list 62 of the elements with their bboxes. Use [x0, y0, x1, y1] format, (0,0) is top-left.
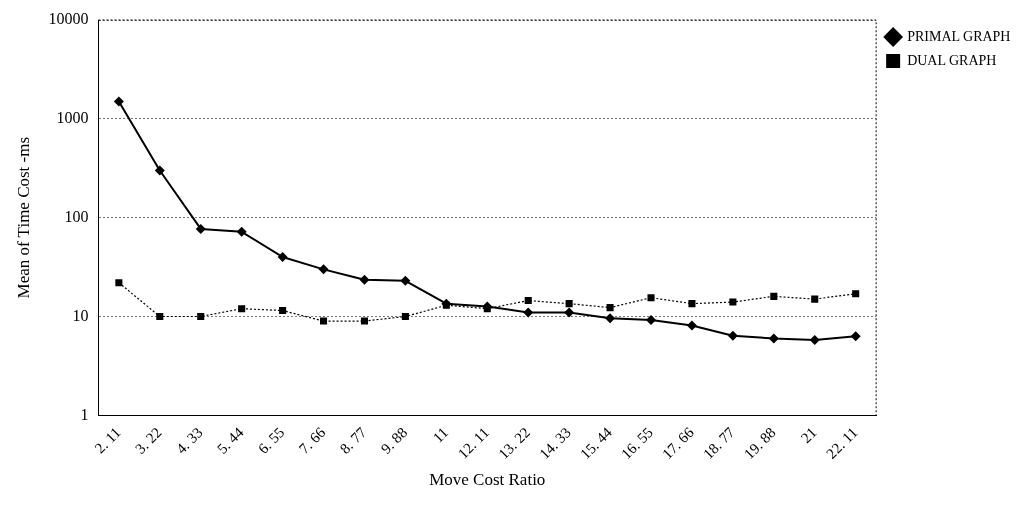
point [686, 320, 697, 331]
x-tick-label: 13. 22 [495, 424, 534, 463]
x-tick-label: 16. 55 [618, 424, 656, 463]
legend-label: PRIMAL GRAPH [907, 28, 1011, 44]
x-tick-label: 17. 66 [659, 423, 698, 463]
point [115, 279, 123, 287]
x-tick-label: 18. 77 [699, 423, 739, 463]
x-axis-title: Move Cost Ratio [429, 470, 546, 490]
point [606, 304, 614, 312]
point [318, 264, 329, 275]
x-tick-label: 5. 44 [214, 423, 247, 457]
x-tick-label: 6. 55 [254, 424, 288, 457]
point [195, 223, 206, 234]
point [565, 300, 573, 308]
point [729, 298, 737, 306]
point [850, 331, 861, 342]
point [524, 297, 532, 305]
point [401, 312, 409, 321]
x-tick-label: 3. 22 [132, 424, 165, 457]
y-axis-title: Mean of Time Cost -ms [13, 136, 33, 299]
x-tick-label: 21 [797, 424, 820, 447]
x-tick-label: 8. 77 [336, 423, 370, 457]
point [852, 290, 860, 298]
point [809, 334, 820, 345]
x-tick-label: 4. 33 [173, 424, 206, 457]
point [400, 275, 411, 286]
point [688, 300, 696, 308]
y-tick-label: 10000 [48, 10, 89, 28]
point [768, 333, 779, 344]
point [236, 226, 247, 237]
point [727, 330, 738, 341]
point [360, 317, 369, 325]
point [113, 96, 124, 107]
x-tick-label: 9. 88 [377, 424, 411, 457]
x-tick-label: 2. 11 [91, 424, 124, 457]
point [770, 292, 778, 300]
x-tick-label: 11 [429, 424, 452, 446]
y-tick-label: 10 [72, 306, 89, 324]
point [156, 312, 164, 321]
x-tick-label: 19. 88 [740, 424, 779, 463]
y-tick-label: 1000 [56, 109, 89, 127]
point [359, 274, 370, 285]
point [238, 305, 246, 313]
legend-label: DUAL GRAPH [907, 52, 997, 68]
y-tick-label: 1 [80, 405, 89, 423]
x-tick-label: 7. 66 [295, 423, 329, 457]
x-tick-label: 12. 11 [454, 424, 493, 462]
x-tick-label: 14. 33 [536, 424, 575, 463]
point [277, 252, 288, 263]
y-tick-label: 100 [64, 207, 89, 225]
point [646, 315, 657, 326]
point [320, 317, 328, 325]
point [279, 306, 287, 315]
point [811, 295, 819, 303]
point [647, 294, 655, 302]
point [523, 307, 534, 318]
x-tick-label: 15. 44 [577, 423, 616, 463]
point [154, 165, 165, 176]
x-tick-label: 22. 11 [823, 424, 861, 462]
point [564, 307, 575, 318]
point [197, 312, 205, 321]
point [605, 313, 616, 324]
